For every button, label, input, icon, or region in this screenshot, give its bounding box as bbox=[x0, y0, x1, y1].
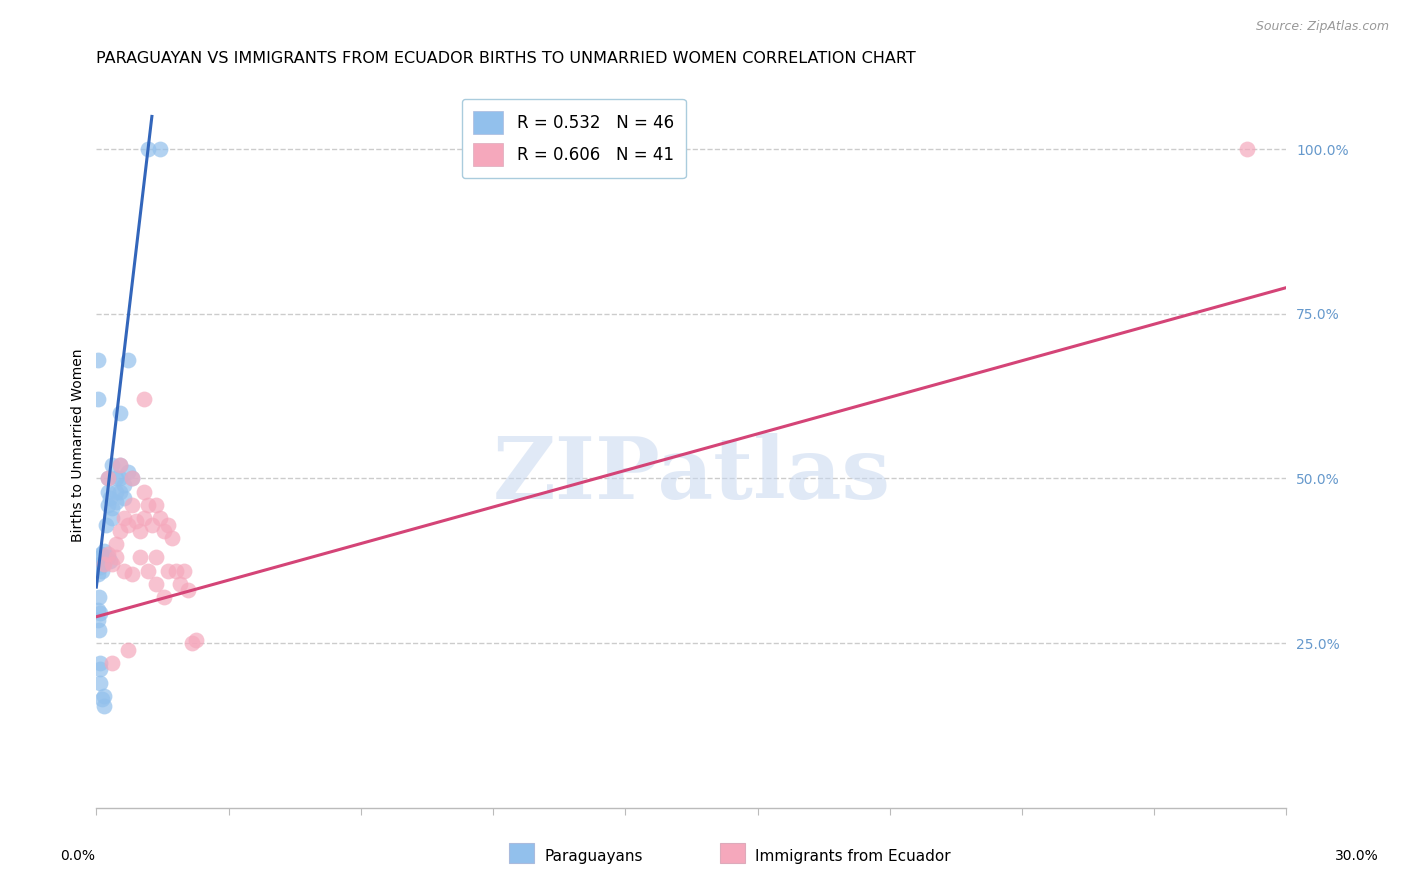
Point bbox=[132, 484, 155, 499]
Point bbox=[101, 501, 124, 516]
Point bbox=[86, 353, 108, 368]
Point bbox=[89, 590, 111, 604]
Point bbox=[112, 491, 135, 506]
Point bbox=[121, 471, 143, 485]
Point bbox=[176, 583, 198, 598]
Point bbox=[117, 353, 139, 368]
Point bbox=[141, 517, 163, 532]
Point bbox=[165, 564, 187, 578]
Point bbox=[125, 514, 148, 528]
Point bbox=[101, 557, 124, 571]
Point bbox=[86, 603, 108, 617]
Text: Immigrants from Ecuador: Immigrants from Ecuador bbox=[755, 849, 950, 864]
Point bbox=[97, 498, 120, 512]
Point bbox=[152, 524, 174, 538]
Point bbox=[112, 564, 135, 578]
Point bbox=[89, 675, 111, 690]
Point bbox=[136, 564, 159, 578]
Legend: R = 0.532   N = 46, R = 0.606   N = 41: R = 0.532 N = 46, R = 0.606 N = 41 bbox=[461, 99, 686, 178]
Point bbox=[105, 484, 128, 499]
Point bbox=[105, 550, 128, 565]
Point bbox=[149, 142, 172, 156]
Point bbox=[121, 471, 143, 485]
Point bbox=[101, 656, 124, 670]
Point bbox=[93, 557, 115, 571]
Point bbox=[87, 392, 110, 407]
Point bbox=[93, 557, 115, 571]
Point bbox=[117, 517, 139, 532]
Point bbox=[105, 471, 128, 485]
Point bbox=[108, 458, 131, 473]
Point bbox=[108, 484, 131, 499]
Point bbox=[156, 564, 179, 578]
Point bbox=[93, 698, 115, 713]
Point bbox=[121, 498, 143, 512]
Point bbox=[93, 689, 115, 703]
Point bbox=[145, 498, 167, 512]
Point bbox=[89, 550, 111, 565]
Text: PARAGUAYAN VS IMMIGRANTS FROM ECUADOR BIRTHS TO UNMARRIED WOMEN CORRELATION CHAR: PARAGUAYAN VS IMMIGRANTS FROM ECUADOR BI… bbox=[97, 51, 917, 66]
Point bbox=[89, 662, 111, 676]
Point bbox=[132, 511, 155, 525]
Point bbox=[93, 554, 115, 568]
Point bbox=[108, 406, 131, 420]
Point bbox=[117, 642, 139, 657]
Point bbox=[97, 471, 120, 485]
Point bbox=[98, 554, 121, 568]
Point bbox=[90, 547, 112, 561]
Point bbox=[112, 511, 135, 525]
Point bbox=[96, 517, 118, 532]
Y-axis label: Births to Unmarried Women: Births to Unmarried Women bbox=[72, 349, 86, 542]
Point bbox=[136, 142, 159, 156]
Point bbox=[108, 524, 131, 538]
Point bbox=[91, 564, 114, 578]
Point bbox=[101, 458, 124, 473]
Point bbox=[101, 511, 124, 525]
Point bbox=[121, 566, 143, 581]
Point bbox=[89, 560, 111, 574]
Point bbox=[169, 576, 191, 591]
Text: 30.0%: 30.0% bbox=[1334, 849, 1379, 863]
Point bbox=[180, 636, 202, 650]
Point bbox=[97, 484, 120, 499]
Point bbox=[129, 524, 152, 538]
Point bbox=[89, 656, 111, 670]
Text: 0.0%: 0.0% bbox=[60, 849, 94, 863]
Point bbox=[97, 471, 120, 485]
Point bbox=[173, 564, 195, 578]
Point bbox=[87, 623, 110, 637]
Point bbox=[105, 537, 128, 551]
Point bbox=[149, 511, 172, 525]
Point bbox=[160, 531, 183, 545]
Point bbox=[87, 613, 110, 627]
Point bbox=[97, 550, 120, 565]
Point bbox=[136, 498, 159, 512]
Point bbox=[129, 550, 152, 565]
Point bbox=[156, 517, 179, 532]
Point bbox=[145, 576, 167, 591]
Text: Source: ZipAtlas.com: Source: ZipAtlas.com bbox=[1256, 20, 1389, 33]
Point bbox=[1236, 142, 1258, 156]
Point bbox=[184, 632, 207, 647]
Point bbox=[112, 478, 135, 492]
Point bbox=[93, 544, 115, 558]
Point bbox=[97, 547, 120, 561]
Point bbox=[108, 458, 131, 473]
Point bbox=[108, 471, 131, 485]
Point bbox=[105, 494, 128, 508]
Point bbox=[98, 491, 121, 506]
Point bbox=[145, 550, 167, 565]
Point bbox=[91, 692, 114, 706]
Point bbox=[117, 465, 139, 479]
Point bbox=[89, 557, 111, 571]
Text: ZIPatlas: ZIPatlas bbox=[492, 433, 890, 516]
Text: Paraguayans: Paraguayans bbox=[544, 849, 643, 864]
Point bbox=[87, 566, 110, 581]
Point bbox=[132, 392, 155, 407]
Point bbox=[89, 607, 111, 621]
Point bbox=[152, 590, 174, 604]
